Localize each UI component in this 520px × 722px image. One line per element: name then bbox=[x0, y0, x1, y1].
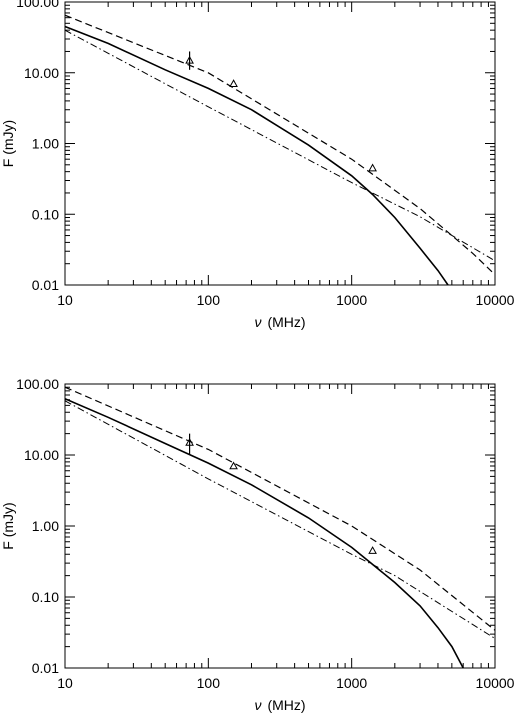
x-tick-label: 10 bbox=[57, 675, 73, 691]
chart-panel-1: 10 100 1000 10000 0.01 0.10 1.00 10.00 100.00 ν (M… bbox=[0, 0, 515, 330]
y-tick-label: 1.00 bbox=[32, 136, 59, 152]
x-tick-label: 10 bbox=[57, 292, 73, 308]
y-tick-label: 10.00 bbox=[24, 65, 59, 81]
x-axis-title: ν (MHz) bbox=[254, 314, 305, 330]
x-tick-label: 1000 bbox=[336, 675, 367, 691]
series-dashdot-line bbox=[65, 400, 495, 639]
y-axis-title: F (mJy) bbox=[0, 120, 16, 167]
x-axis-unit: (MHz) bbox=[267, 314, 305, 330]
y-tick-label: 100.00 bbox=[16, 0, 59, 10]
data-point-triangle bbox=[185, 55, 194, 64]
x-tick-label: 10000 bbox=[476, 292, 515, 308]
series-solid-line bbox=[65, 397, 464, 668]
data-point-triangle bbox=[229, 79, 238, 88]
y-tick-label: 10.00 bbox=[24, 447, 59, 463]
x-tick-label: 1000 bbox=[336, 292, 367, 308]
y-tick-label: 0.01 bbox=[32, 660, 59, 676]
y-tick-label: 100.00 bbox=[16, 376, 59, 392]
plot-frame bbox=[64, 1, 496, 286]
x-tick-label: 100 bbox=[197, 292, 221, 308]
y-tick-label: 1.00 bbox=[32, 518, 59, 534]
series-dashed-line bbox=[65, 386, 495, 631]
x-tick-label: 10000 bbox=[476, 675, 515, 691]
x-axis-title: ν (MHz) bbox=[254, 697, 305, 713]
series-dashed-line bbox=[65, 14, 495, 276]
y-tick-label: 0.01 bbox=[32, 277, 59, 293]
y-tick-label: 0.10 bbox=[32, 589, 59, 605]
data-point-triangle bbox=[229, 461, 238, 470]
series-dashdot-line bbox=[65, 29, 495, 262]
data-point-triangle bbox=[368, 546, 377, 554]
y-axis-title: F (mJy) bbox=[0, 502, 16, 549]
x-axis-symbol: ν bbox=[254, 697, 261, 713]
x-axis-symbol: ν bbox=[254, 314, 261, 330]
chart-panel-2: 10 100 1000 10000 0.01 0.10 1.00 10.00 100.00 ν (M… bbox=[0, 376, 515, 713]
x-axis-unit: (MHz) bbox=[267, 697, 305, 713]
series-solid-line bbox=[65, 25, 449, 285]
x-tick-label: 100 bbox=[197, 675, 221, 691]
data-point-triangle bbox=[368, 163, 377, 172]
data-point-triangle bbox=[185, 437, 194, 446]
y-tick-label: 0.10 bbox=[32, 206, 59, 222]
